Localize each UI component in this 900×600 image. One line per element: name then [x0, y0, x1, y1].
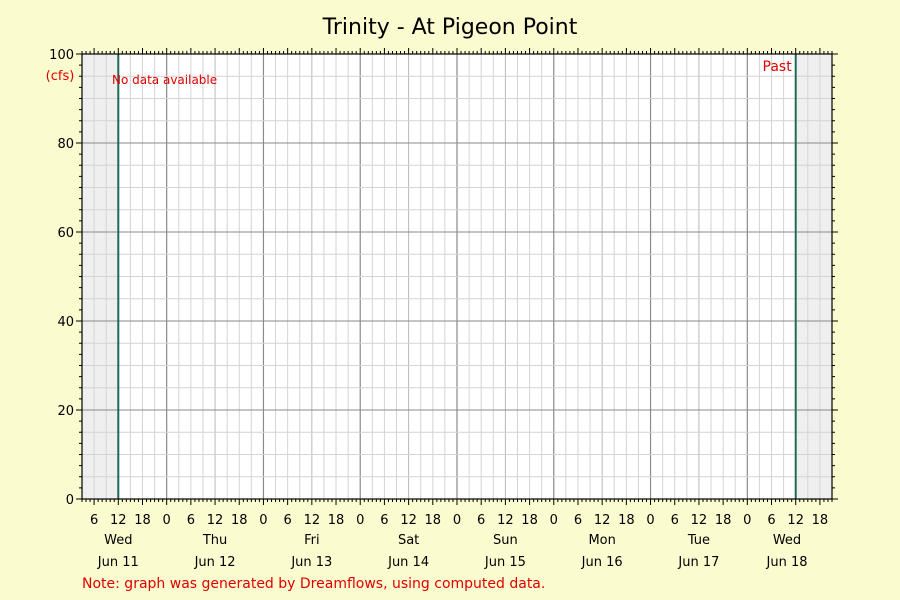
x-weekday-label: Fri	[304, 533, 320, 548]
x-hour-tick-label: 18	[715, 513, 732, 528]
y-tick-label: 60	[57, 226, 74, 241]
past-marker-label: Past	[763, 59, 793, 75]
x-hour-tick-label: 0	[743, 513, 751, 528]
generation-note: Note: graph was generated by Dreamflows,…	[82, 576, 545, 592]
x-weekday-label: Tue	[687, 533, 710, 548]
x-date-label: Jun 11	[97, 555, 139, 570]
x-date-label: Jun 17	[677, 555, 719, 570]
x-hour-tick-label: 6	[187, 513, 195, 528]
x-hour-tick-label: 18	[521, 513, 538, 528]
x-hour-tick-label: 12	[207, 513, 224, 528]
x-hour-tick-label: 6	[90, 513, 98, 528]
x-hour-tick-label: 6	[477, 513, 485, 528]
x-hour-tick-label: 12	[110, 513, 127, 528]
x-hour-tick-label: 6	[574, 513, 582, 528]
x-hour-tick-label: 6	[671, 513, 679, 528]
x-hour-tick-label: 0	[356, 513, 364, 528]
x-hour-tick-label: 12	[691, 513, 708, 528]
x-hour-tick-label: 12	[304, 513, 321, 528]
y-tick-label: 100	[49, 48, 74, 63]
y-axis-label: (cfs)	[46, 69, 75, 84]
y-tick-label: 40	[57, 315, 74, 330]
x-hour-tick-label: 6	[767, 513, 775, 528]
x-date-label: Jun 16	[581, 555, 623, 570]
chart-title: Trinity - At Pigeon Point	[322, 15, 578, 40]
y-tick-label: 0	[66, 493, 74, 508]
x-weekday-label: Wed	[104, 533, 132, 548]
x-weekday-label: Sun	[493, 533, 518, 548]
x-hour-tick-label: 0	[163, 513, 171, 528]
x-hour-tick-label: 12	[787, 513, 804, 528]
y-tick-label: 80	[57, 137, 74, 152]
x-date-label: Jun 12	[194, 555, 236, 570]
x-hour-tick-label: 0	[646, 513, 654, 528]
x-date-label: Jun 15	[484, 555, 526, 570]
x-date-label: Jun 13	[290, 555, 332, 570]
x-hour-tick-label: 18	[231, 513, 248, 528]
x-hour-tick-label: 12	[497, 513, 514, 528]
x-hour-tick-label: 18	[425, 513, 442, 528]
x-weekday-label: Sat	[398, 533, 419, 548]
x-hour-tick-label: 18	[618, 513, 635, 528]
x-hour-tick-label: 0	[259, 513, 267, 528]
x-date-label: Jun 14	[387, 555, 429, 570]
x-weekday-label: Thu	[202, 533, 227, 548]
x-date-label: Jun 18	[766, 555, 808, 570]
x-hour-tick-label: 18	[812, 513, 829, 528]
no-data-annotation: No data available	[112, 73, 217, 87]
x-hour-tick-label: 18	[328, 513, 345, 528]
x-weekday-label: Wed	[773, 533, 801, 548]
x-hour-tick-label: 18	[134, 513, 151, 528]
x-hour-tick-label: 0	[453, 513, 461, 528]
x-hour-tick-label: 12	[594, 513, 611, 528]
x-hour-tick-label: 6	[380, 513, 388, 528]
x-hour-tick-label: 0	[550, 513, 558, 528]
x-hour-tick-label: 6	[284, 513, 292, 528]
x-hour-tick-label: 12	[400, 513, 417, 528]
y-tick-label: 20	[57, 404, 74, 419]
x-weekday-label: Mon	[588, 533, 615, 548]
